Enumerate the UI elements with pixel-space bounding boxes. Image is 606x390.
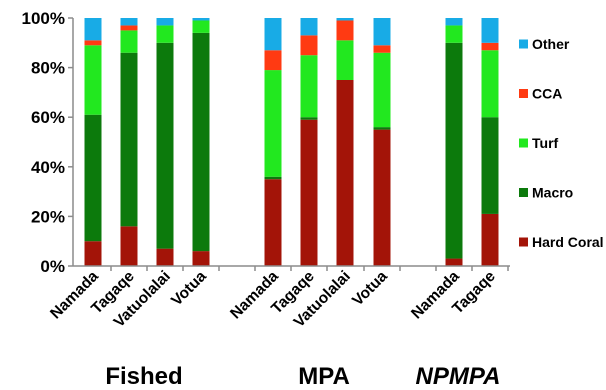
bar-segment-cca-5 — [300, 35, 318, 56]
bar-segment-hard-coral-2 — [156, 248, 174, 266]
bar-segment-hard-coral-7 — [373, 129, 391, 266]
legend-swatch-other — [519, 39, 528, 49]
bar-segment-turf-9 — [481, 50, 499, 118]
bar-segment-other-1 — [120, 18, 138, 26]
bar-segment-other-8 — [445, 18, 463, 26]
bar-segment-cca-9 — [481, 42, 499, 51]
bar-segment-cca-7 — [373, 45, 391, 53]
bar-segment-macro-0 — [84, 114, 102, 242]
bar-segment-other-0 — [84, 18, 102, 41]
y-tick-label-1: 20% — [31, 207, 65, 226]
bar-segment-macro-5 — [300, 117, 318, 120]
bar-segment-macro-9 — [481, 117, 499, 214]
bar-segment-turf-3 — [192, 20, 210, 33]
bar-segment-other-3 — [192, 18, 210, 21]
bar-segment-hard-coral-5 — [300, 119, 318, 267]
category-label-8: Namada — [408, 268, 463, 323]
legend-label-other: Other — [532, 36, 570, 52]
bar-segment-hard-coral-0 — [84, 241, 102, 266]
bar-segment-macro-3 — [192, 32, 210, 252]
legend-label-turf: Turf — [532, 135, 559, 151]
legend-swatch-hard-coral — [519, 237, 528, 247]
bar-segment-cca-6 — [336, 20, 354, 41]
bar-segment-hard-coral-3 — [192, 251, 210, 266]
legend-swatch-macro — [519, 188, 528, 197]
y-tick-label-5: 100% — [22, 9, 65, 28]
legend-label-hard-coral: Hard Coral — [532, 234, 604, 250]
bar-segment-cca-1 — [120, 25, 138, 31]
group-label-fished: Fished — [105, 363, 182, 390]
bar-segment-turf-2 — [156, 25, 174, 43]
legend-swatch-cca — [519, 89, 528, 98]
y-tick-label-4: 80% — [31, 59, 65, 78]
y-tick-label-3: 60% — [31, 108, 65, 127]
axes-layer — [68, 17, 510, 271]
bar-segment-other-7 — [373, 18, 391, 46]
bar-segment-other-2 — [156, 18, 174, 26]
group-label-mpa: MPA — [298, 363, 350, 390]
y-tick-label-2: 40% — [31, 158, 65, 177]
bar-segment-other-9 — [481, 18, 499, 43]
bar-segment-hard-coral-8 — [445, 258, 463, 266]
bar-segment-turf-7 — [373, 52, 391, 128]
bar-segment-hard-coral-4 — [264, 179, 282, 266]
bar-segment-cca-0 — [84, 40, 102, 46]
bar-segment-turf-8 — [445, 25, 463, 43]
bar-segment-other-5 — [300, 18, 318, 36]
bar-segment-turf-6 — [336, 40, 354, 80]
category-label-4: Namada — [227, 268, 282, 323]
bar-segment-hard-coral-9 — [481, 213, 499, 266]
legend: Other CCA Turf Macro Hard Coral — [519, 36, 604, 250]
category-label-3: Votua — [168, 268, 210, 310]
bar-segment-turf-5 — [300, 55, 318, 118]
group-label-npmpa: NPMPA — [416, 363, 501, 390]
bars-layer — [84, 18, 499, 267]
bar-segment-macro-1 — [120, 52, 138, 227]
bar-segment-turf-4 — [264, 70, 282, 177]
legend-label-macro: Macro — [532, 185, 573, 201]
bar-segment-macro-8 — [445, 42, 463, 259]
legend-swatch-turf — [519, 138, 528, 148]
bar-segment-other-4 — [264, 18, 282, 51]
bar-segment-turf-1 — [120, 30, 138, 53]
bar-segment-cca-4 — [264, 50, 282, 71]
bar-segment-other-6 — [336, 18, 354, 21]
bar-segment-hard-coral-6 — [336, 80, 354, 266]
bar-segment-macro-4 — [264, 176, 282, 180]
category-label-7: Votua — [349, 268, 391, 310]
bar-segment-hard-coral-1 — [120, 226, 138, 266]
bar-segment-turf-0 — [84, 45, 102, 115]
y-tick-label-0: 0% — [40, 257, 65, 276]
legend-label-cca: CCA — [532, 86, 562, 102]
bar-segment-macro-2 — [156, 42, 174, 249]
bar-segment-macro-7 — [373, 127, 391, 130]
